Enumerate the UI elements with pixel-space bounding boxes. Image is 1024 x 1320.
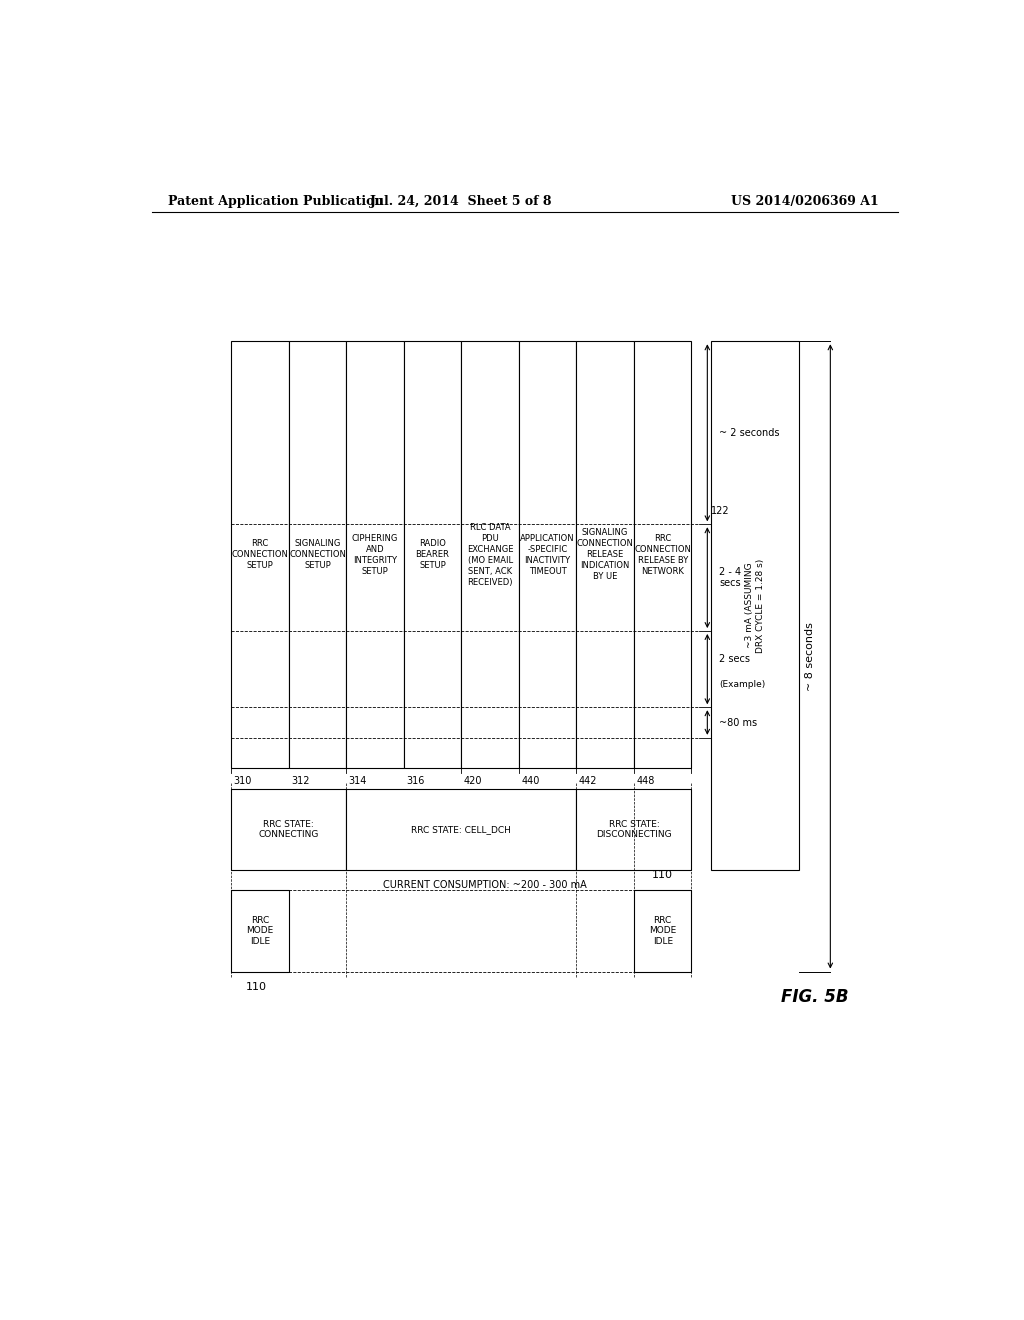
Text: CIPHERING
AND
INTEGRITY
SETUP: CIPHERING AND INTEGRITY SETUP: [352, 533, 398, 576]
Text: RRC
CONNECTION
SETUP: RRC CONNECTION SETUP: [231, 539, 289, 570]
Text: 312: 312: [291, 776, 309, 787]
Bar: [634, 342, 691, 768]
Text: SIGNALING
CONNECTION
RELEASE
INDICATION
BY UE: SIGNALING CONNECTION RELEASE INDICATION …: [577, 528, 634, 582]
Text: 316: 316: [407, 776, 425, 787]
Bar: [461, 342, 519, 768]
Text: 420: 420: [464, 776, 482, 787]
Bar: [346, 342, 403, 768]
Text: ~ 8 seconds: ~ 8 seconds: [806, 622, 815, 690]
Text: 110: 110: [652, 870, 673, 880]
Bar: [231, 788, 346, 870]
Text: RRC
MODE
IDLE: RRC MODE IDLE: [247, 916, 273, 945]
Text: RADIO
BEARER
SETUP: RADIO BEARER SETUP: [416, 539, 450, 570]
Text: 442: 442: [579, 776, 597, 787]
Text: 110: 110: [246, 982, 266, 991]
Bar: [289, 342, 346, 768]
Text: FIG. 5B: FIG. 5B: [780, 987, 848, 1006]
Bar: [577, 788, 691, 870]
Text: RRC
CONNECTION
RELEASE BY
NETWORK: RRC CONNECTION RELEASE BY NETWORK: [634, 533, 691, 576]
Text: ~3 mA (ASSUMING
DRX CYCLE = 1.28 s): ~3 mA (ASSUMING DRX CYCLE = 1.28 s): [745, 558, 765, 653]
Bar: [231, 890, 289, 972]
Text: Patent Application Publication: Patent Application Publication: [168, 194, 383, 207]
Text: 440: 440: [521, 776, 540, 787]
Text: 122: 122: [712, 506, 730, 516]
Text: RRC STATE: CELL_DCH: RRC STATE: CELL_DCH: [412, 825, 511, 834]
Text: ~ 2 seconds: ~ 2 seconds: [719, 428, 779, 438]
Text: (Example): (Example): [719, 680, 766, 689]
Text: APPLICATION
-SPECIFIC
INACTIVITY
TIMEOUT: APPLICATION -SPECIFIC INACTIVITY TIMEOUT: [520, 533, 574, 576]
Text: SIGNALING
CONNECTION
SETUP: SIGNALING CONNECTION SETUP: [289, 539, 346, 570]
Text: CURRENT CONSUMPTION: ~200 - 300 mA: CURRENT CONSUMPTION: ~200 - 300 mA: [383, 880, 587, 890]
Text: 2 - 4
secs: 2 - 4 secs: [719, 566, 741, 589]
Text: 314: 314: [348, 776, 367, 787]
Bar: [231, 342, 289, 768]
Text: ~80 ms: ~80 ms: [719, 718, 758, 727]
Bar: [577, 342, 634, 768]
Text: RRC
MODE
IDLE: RRC MODE IDLE: [649, 916, 676, 945]
Text: US 2014/0206369 A1: US 2014/0206369 A1: [731, 194, 879, 207]
Text: RLC DATA
PDU
EXCHANGE
(MO EMAIL
SENT, ACK
RECEIVED): RLC DATA PDU EXCHANGE (MO EMAIL SENT, AC…: [467, 523, 513, 587]
Text: RRC STATE:
DISCONNECTING: RRC STATE: DISCONNECTING: [596, 820, 672, 840]
Text: RRC STATE:
CONNECTING: RRC STATE: CONNECTING: [258, 820, 318, 840]
Bar: [519, 342, 577, 768]
Text: 2 secs: 2 secs: [719, 653, 751, 664]
Bar: [346, 788, 577, 870]
Text: Jul. 24, 2014  Sheet 5 of 8: Jul. 24, 2014 Sheet 5 of 8: [370, 194, 553, 207]
Text: 448: 448: [636, 776, 654, 787]
Bar: [712, 342, 799, 870]
Text: 310: 310: [233, 776, 252, 787]
Bar: [403, 342, 461, 768]
Bar: [634, 890, 691, 972]
